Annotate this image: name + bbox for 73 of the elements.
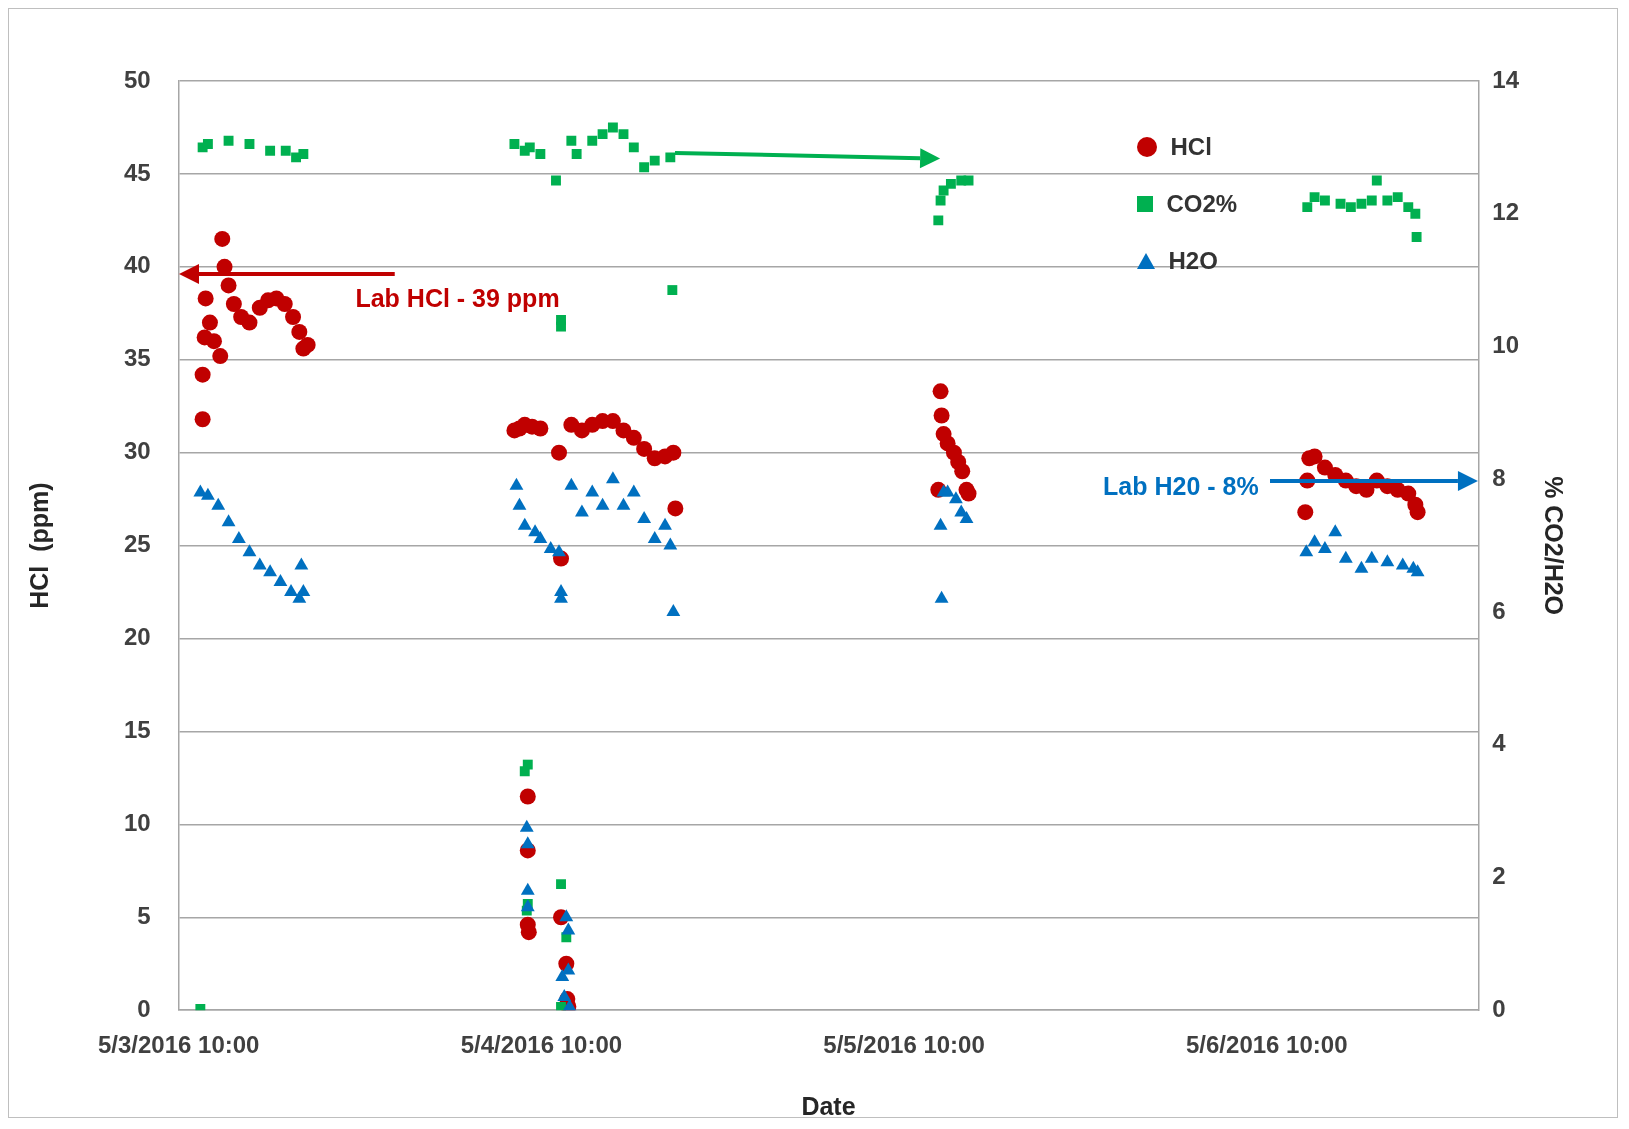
y2-tick-label: 6 (1492, 596, 1506, 624)
annotation: Lab HCl - 39 ppm (355, 283, 560, 312)
y-tick-label: 30 (123, 437, 151, 465)
x-tick-label: 5/4/2016 10:00 (460, 1031, 623, 1059)
point (1366, 195, 1377, 206)
legend-label: HCl (1170, 132, 1212, 161)
point (1371, 175, 1382, 186)
point (933, 215, 944, 226)
y-tick-label: 40 (123, 251, 151, 279)
point (1410, 208, 1421, 219)
y2-tick-label: 4 (1492, 729, 1507, 757)
point (556, 314, 566, 325)
y2-tick-label: 0 (1492, 994, 1506, 1022)
point (667, 285, 678, 296)
y2-tick-label: 12 (1492, 198, 1520, 226)
point (639, 162, 650, 173)
x-tick-label: 5/5/2016 10:00 (823, 1031, 985, 1059)
legend-label: CO2% (1166, 189, 1238, 218)
y2-tick-label: 8 (1492, 463, 1506, 491)
y-tick-label: 45 (123, 158, 151, 186)
point (524, 142, 535, 153)
x-tick-label: 5/6/2016 10:00 (1186, 1031, 1348, 1059)
y-tick-label: 20 (123, 623, 151, 651)
point (522, 759, 533, 770)
point (556, 879, 566, 890)
point (202, 139, 213, 149)
legend-label: H2O (1168, 246, 1218, 275)
point (551, 175, 561, 186)
point (280, 145, 291, 156)
point (1319, 195, 1330, 206)
y-tick-label: 0 (137, 994, 151, 1022)
point (1356, 198, 1367, 209)
point (935, 195, 946, 206)
point (649, 155, 660, 166)
point (597, 129, 608, 140)
point (963, 175, 974, 186)
point (1309, 192, 1320, 203)
point (195, 1003, 206, 1011)
y2-tick-label: 2 (1492, 862, 1506, 890)
y-tick-label: 15 (123, 716, 151, 744)
point (244, 139, 255, 149)
y2-tick-label: 10 (1492, 331, 1520, 359)
point (945, 178, 956, 189)
point (1411, 232, 1422, 242)
point (618, 129, 629, 140)
x-axis-title: Date (801, 1091, 856, 1120)
point (1335, 198, 1346, 209)
annotation: Lab H20 - 8% (1103, 471, 1259, 501)
point (265, 145, 276, 156)
y-tick-label: 35 (123, 344, 151, 372)
y-tick-label: 25 (123, 530, 151, 558)
point (571, 149, 582, 159)
point (298, 149, 309, 159)
point (509, 139, 520, 149)
y2-axis-title: % CO2/H2O (1540, 476, 1569, 616)
y-tick-label: 10 (123, 808, 151, 836)
y-tick-label: 5 (137, 901, 151, 929)
y-axis-title: HCl (ppm) (24, 482, 53, 609)
point (1382, 195, 1393, 206)
point (566, 135, 577, 146)
point (1392, 192, 1403, 203)
point (1403, 202, 1414, 213)
x-tick-label: 5/3/2016 10:00 (97, 1031, 260, 1059)
y-tick-label: 50 (123, 65, 151, 93)
point (628, 142, 639, 153)
point (587, 135, 598, 146)
y2-tick-label: 14 (1492, 65, 1520, 93)
point (665, 152, 676, 163)
point (1345, 202, 1356, 213)
point (535, 149, 546, 159)
point (223, 135, 234, 146)
point (607, 122, 618, 133)
point (1302, 202, 1313, 213)
